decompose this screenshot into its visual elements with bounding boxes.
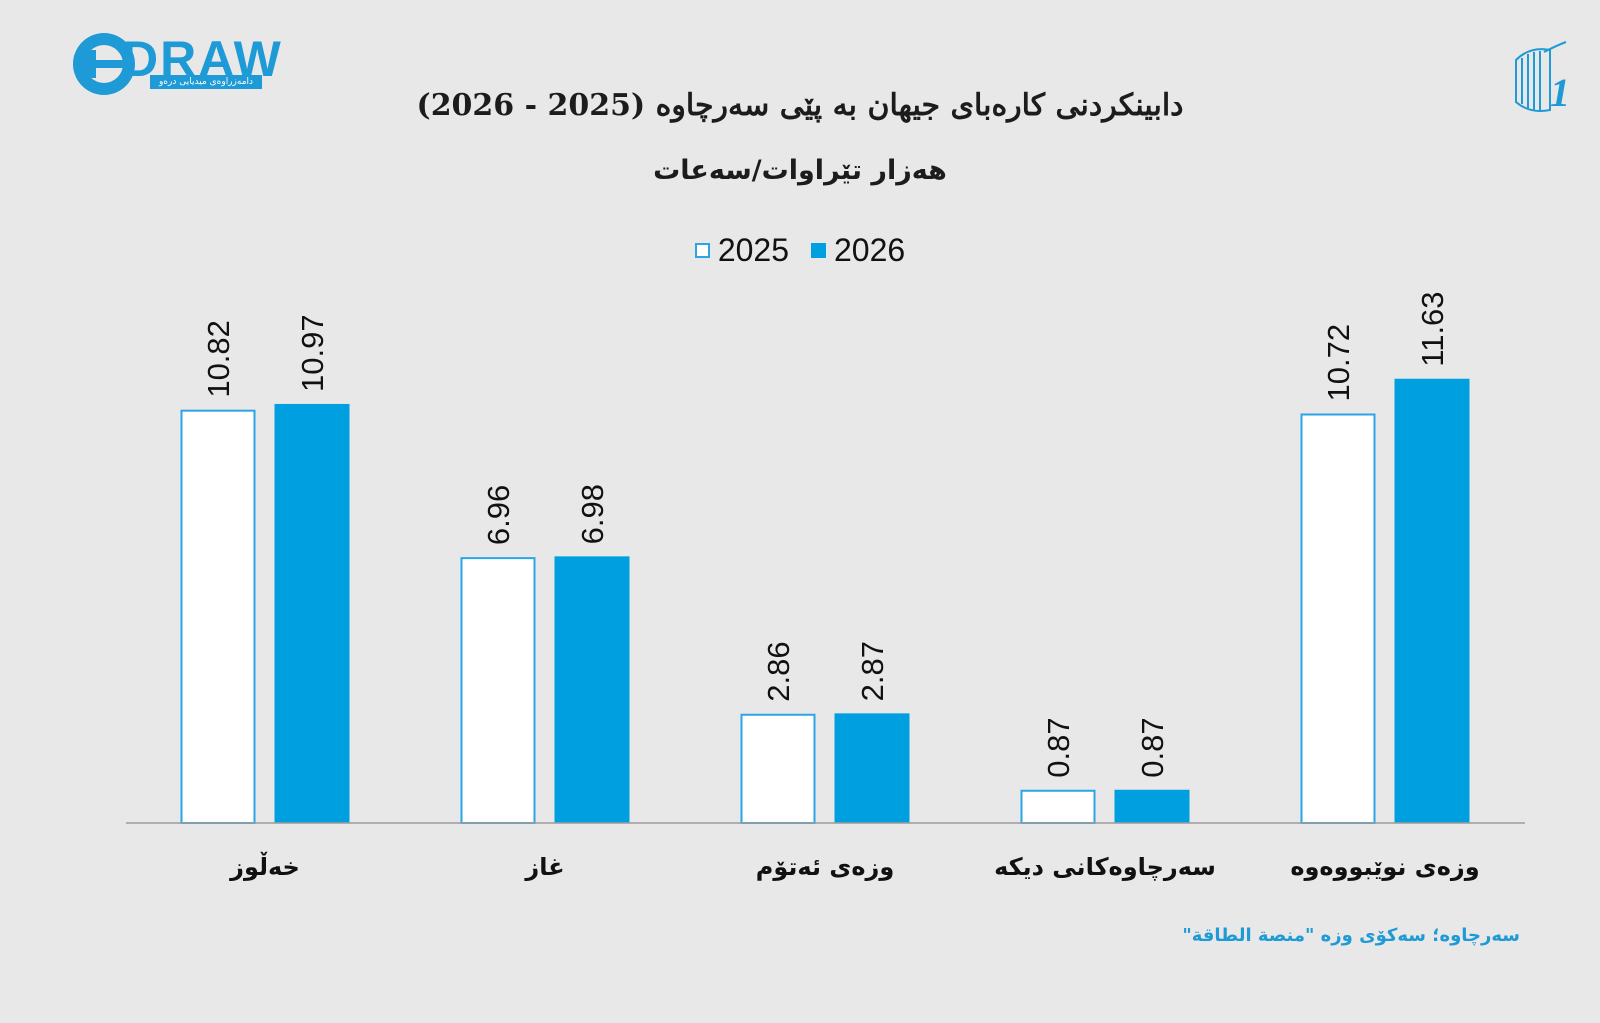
bar-2025-0 bbox=[180, 409, 256, 824]
bar-2026-1 bbox=[554, 556, 630, 823]
legend-item-2025: 2025 bbox=[694, 232, 789, 269]
data-label-2026-4: 11.63 bbox=[1415, 291, 1450, 366]
bar-2026-4 bbox=[1394, 378, 1470, 823]
data-label-2026-1: 6.98 bbox=[575, 484, 610, 544]
category-label-2: وزەی ئەتۆم bbox=[756, 853, 894, 881]
data-label-2025-2: 2.86 bbox=[761, 641, 796, 701]
channel-logo-number: 1 bbox=[1550, 70, 1568, 115]
data-label-2025-1: 6.96 bbox=[481, 485, 516, 545]
chart-title: دابینکردنی کارەبای جیهان بە پێی سەرچاوە … bbox=[416, 88, 1184, 123]
category-label-0: خەڵوز bbox=[229, 851, 300, 881]
category-label-4: وزەی نوێبووەوە bbox=[1290, 853, 1479, 881]
data-label-2026-3: 0.87 bbox=[1135, 717, 1170, 777]
data-label-2026-0: 10.97 bbox=[295, 314, 330, 392]
chart-subtitle: هەزار تێراوات/سەعات bbox=[653, 155, 947, 186]
data-label-2025-0: 10.82 bbox=[201, 320, 236, 398]
legend-item-2026: 2026 bbox=[811, 232, 905, 269]
bar-2026-2 bbox=[834, 713, 910, 823]
source-note: سەرچاوە؛ سەکۆی وزە "منصة الطاقة" bbox=[1182, 925, 1520, 946]
bar-2026-3 bbox=[1114, 789, 1190, 823]
bar-2025-2 bbox=[740, 713, 816, 824]
legend-label-2026: 2026 bbox=[834, 232, 906, 268]
data-label-2025-4: 10.72 bbox=[1321, 324, 1356, 402]
bar-2025-1 bbox=[460, 557, 536, 824]
category-label-1: غاز bbox=[524, 853, 564, 881]
data-label-2025-3: 0.87 bbox=[1041, 717, 1076, 777]
category-label-3: سەرچاوەکانی دیکە bbox=[994, 853, 1216, 881]
draw-logo: DRAW دامەزراوەی میدیایی درەو bbox=[70, 30, 281, 102]
legend-label-2025: 2025 bbox=[717, 232, 789, 268]
channel-logo: 1 bbox=[1510, 40, 1570, 120]
draw-logo-circle bbox=[73, 33, 135, 95]
legend-swatch-2026 bbox=[811, 243, 826, 258]
data-label-2026-2: 2.87 bbox=[855, 641, 890, 701]
channel-logo-mark: 1 bbox=[1515, 41, 1570, 115]
chart-legend: 2025 2026 bbox=[0, 232, 1600, 269]
legend-swatch-2025 bbox=[694, 243, 710, 258]
bar-2025-3 bbox=[1020, 789, 1096, 824]
bar-2026-0 bbox=[274, 403, 350, 823]
draw-logo-subtext: دامەزراوەی میدیایی درەو bbox=[150, 75, 262, 89]
bar-2025-4 bbox=[1300, 413, 1376, 824]
